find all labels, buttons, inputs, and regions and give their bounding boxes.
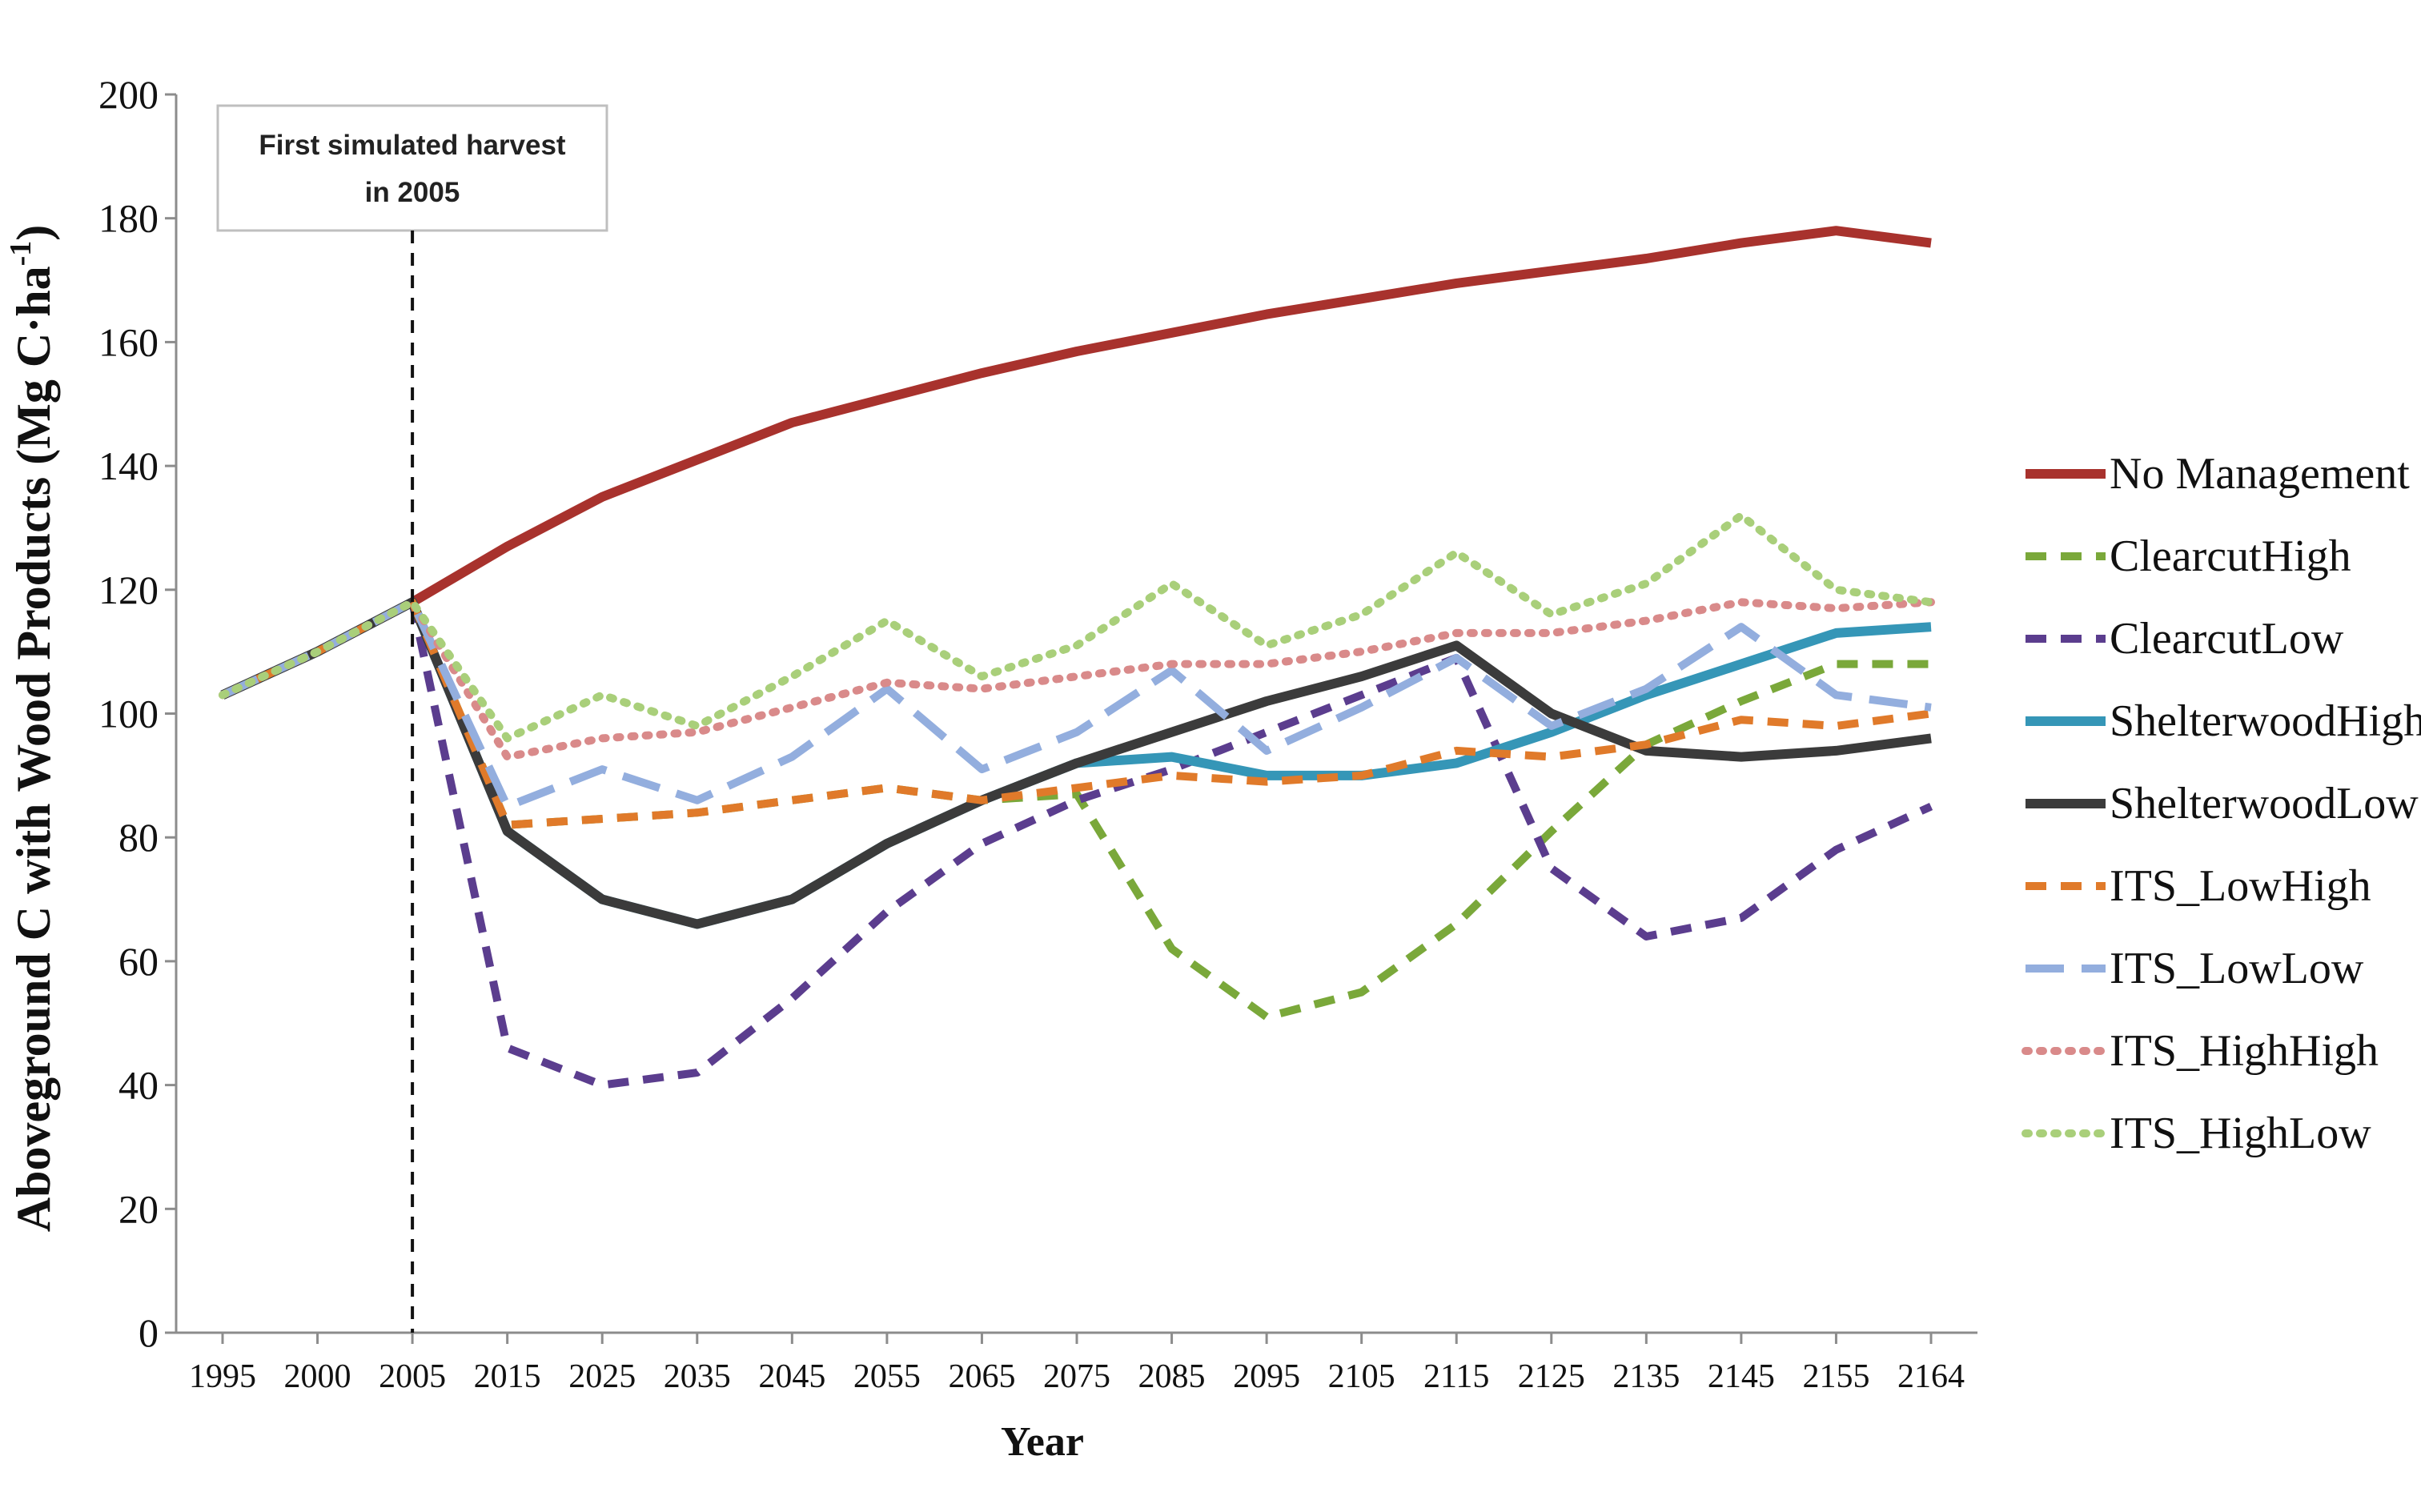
x-tick-label: 2055: [853, 1358, 921, 1395]
legend-label-clearcuthigh: ClearcutHigh: [2110, 531, 2351, 581]
x-tick-label: 2095: [1233, 1358, 1300, 1395]
series-line-shelterwoodlow: [220, 597, 1932, 929]
x-tick-label: 2105: [1328, 1358, 1395, 1395]
x-tick-label: 2115: [1423, 1358, 1489, 1395]
y-tick-label: 20: [118, 1186, 159, 1231]
y-tick-label: 140: [98, 443, 159, 488]
harvest-annotation: First simulated harvest in 2005: [216, 104, 608, 1333]
y-axis-label: Aboveground C with Wood Products (Mg C·h…: [4, 225, 60, 1233]
y-axis-label-sup: -1: [4, 241, 38, 267]
y-tick-label: 0: [139, 1310, 159, 1355]
legend: No Management ClearcutHigh ClearcutLow Shel…: [2022, 449, 2421, 1158]
x-tick-label: 2035: [664, 1358, 731, 1395]
annotation-box: [216, 104, 608, 232]
y-axis-label-main: Aboveground C with Wood Products (Mg C·h…: [7, 266, 60, 1232]
y-axis-title: Aboveground C with Wood Products (Mg C·h…: [4, 225, 60, 1233]
x-tick-label: 2164: [1897, 1358, 1965, 1395]
series-line-clearcutlow: [220, 598, 1933, 1089]
series-line-clearcuthigh: [220, 598, 1931, 1021]
y-tick-label: 200: [98, 72, 159, 117]
x-tick-label: 2155: [1802, 1358, 1869, 1395]
axes: 0 20 40 60 80 100 120 140 160 180 200 1995 2000 2005 2…: [98, 72, 1977, 1395]
legend-label-no-management: No Management: [2110, 449, 2410, 499]
legend-label-shelterwoodlow: ShelterwoodLow: [2110, 779, 2419, 828]
plot-area: [219, 226, 1935, 1089]
x-tick-label: 2145: [1708, 1358, 1775, 1395]
x-tick-label: 2125: [1518, 1358, 1585, 1395]
y-tick-label: 180: [98, 196, 159, 241]
series-line-its-highlow: [219, 511, 1935, 743]
y-tick-label: 120: [98, 568, 159, 612]
x-tick-label: 2000: [284, 1358, 351, 1395]
x-tick-label: 2045: [758, 1358, 825, 1395]
y-tick-label: 160: [98, 319, 159, 364]
series-line-its-lowhigh: [220, 598, 1932, 829]
x-tick-label: 2065: [948, 1358, 1015, 1395]
x-axis-title: Year: [1001, 1419, 1084, 1465]
x-tick-label: 2005: [379, 1358, 446, 1395]
legend-label-shelterwoodhigh: ShelterwoodHigh: [2110, 696, 2421, 746]
x-tick-label: 2075: [1043, 1358, 1110, 1395]
annotation-line-1: First simulated harvest: [259, 130, 566, 161]
series-line-no-management: [220, 226, 1932, 700]
legend-label-its-highlow: ITS_HighLow: [2110, 1109, 2371, 1158]
legend-label-its-lowlow: ITS_LowLow: [2110, 944, 2364, 993]
y-tick-label: 80: [118, 815, 159, 860]
legend-label-its-lowhigh: ITS_LowHigh: [2110, 861, 2371, 911]
series-line-its-highhigh: [219, 598, 1935, 761]
y-tick-label: 100: [98, 692, 159, 736]
x-tick-label: 2135: [1612, 1358, 1680, 1395]
y-tick-label: 60: [118, 939, 159, 984]
x-tick-label: 2085: [1138, 1358, 1206, 1395]
x-tick-label: 2025: [568, 1358, 636, 1395]
legend-label-clearcutlow: ClearcutLow: [2110, 614, 2344, 664]
series-line-its-lowlow: [220, 598, 1932, 811]
y-tick-label: 40: [118, 1063, 159, 1108]
annotation-line-2: in 2005: [365, 177, 460, 208]
legend-label-its-highhigh: ITS_HighHigh: [2110, 1026, 2379, 1076]
x-tick-label: 1995: [189, 1358, 256, 1395]
y-axis-label-end: ): [7, 225, 60, 241]
x-tick-label: 2015: [474, 1358, 541, 1395]
